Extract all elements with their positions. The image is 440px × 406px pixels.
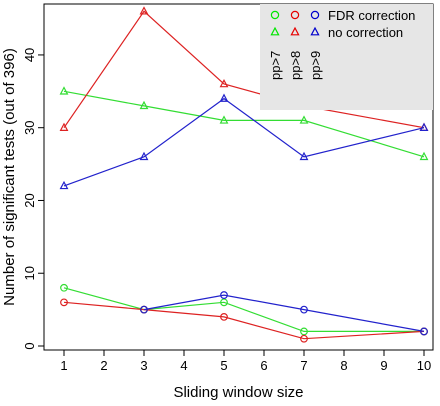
x-tick-label: 7 — [300, 358, 307, 373]
series-line — [63, 97, 425, 187]
data-point-triangle — [419, 122, 429, 131]
series-line — [63, 287, 424, 332]
x-tick-label: 10 — [417, 358, 431, 373]
data-point-triangle — [139, 6, 149, 15]
data-point-triangle — [419, 151, 429, 161]
x-tick-label: 3 — [140, 358, 147, 373]
legend-circle-marker — [290, 10, 300, 20]
x-tick-label: 8 — [340, 358, 347, 373]
series-line — [63, 301, 425, 340]
series-pp>9-fdr — [140, 291, 428, 336]
data-point-triangle — [219, 115, 229, 124]
data-point-circle — [60, 298, 68, 307]
legend-triangle-marker — [310, 26, 320, 36]
y-tick-label: 40 — [22, 48, 37, 62]
legend-threshold-label: pp>7 — [268, 51, 283, 80]
y-tick-label: 0 — [22, 342, 37, 349]
data-point-triangle — [59, 86, 69, 95]
y-tick-label: 20 — [22, 193, 37, 207]
legend-threshold-label: pp>9 — [308, 51, 323, 80]
series-pp>7-fdr — [60, 283, 428, 336]
data-point-triangle — [299, 115, 309, 124]
legend-circle-marker — [270, 10, 280, 20]
data-point-triangle — [59, 180, 69, 190]
series-line — [143, 294, 425, 332]
data-point-triangle — [299, 151, 309, 161]
legend-threshold-label: pp>8 — [288, 51, 303, 80]
x-axis-label: Sliding window size — [173, 384, 303, 401]
data-point-triangle — [59, 122, 69, 131]
legend: FDR correction no correction pp>7 pp>8 pp>9 — [260, 4, 433, 110]
data-point-circle — [140, 305, 148, 314]
x-tick-label: 6 — [260, 358, 267, 373]
x-tick-label: 5 — [220, 358, 227, 373]
plot-frame — [43, 3, 434, 351]
legend-circle-marker — [310, 10, 320, 20]
y-tick-label: 30 — [22, 120, 37, 134]
data-point-circle — [420, 327, 428, 336]
x-tick-label: 4 — [180, 358, 187, 373]
data-point-triangle — [219, 93, 229, 102]
data-point-circle — [60, 283, 68, 292]
y-tick-label: 10 — [22, 266, 37, 280]
series-pp>7-nocorr — [59, 86, 429, 161]
series-pp>9-nocorr — [59, 93, 429, 190]
data-point-circle — [220, 298, 228, 307]
legend-box — [260, 4, 433, 110]
x-tick-label: 1 — [60, 358, 67, 373]
y-axis-label: Number of significant tests (out of 396) — [1, 48, 18, 306]
data-point-triangle — [139, 151, 149, 161]
legend-triangle-marker — [290, 26, 300, 36]
data-point-circle — [300, 305, 308, 314]
series-pp>8-fdr — [60, 298, 428, 343]
data-point-triangle — [139, 100, 149, 110]
data-point-circle — [220, 312, 228, 321]
x-tick-label: 2 — [100, 358, 107, 373]
data-point-circle — [300, 327, 308, 336]
data-point-circle — [300, 334, 308, 343]
axes: 1 2 3 4 5 6 7 8 9 10 0 10 20 30 40 — [22, 3, 434, 373]
data-point-circle — [220, 291, 228, 299]
series-line — [63, 10, 425, 129]
legend-triangle-marker — [270, 26, 280, 36]
legend-entry-label: FDR correction — [328, 8, 415, 23]
plot-area — [59, 6, 429, 343]
data-point-triangle — [219, 78, 229, 88]
x-tick-label: 9 — [380, 358, 387, 373]
series-line — [63, 90, 425, 158]
legend-entry-label: no correction — [328, 25, 403, 40]
